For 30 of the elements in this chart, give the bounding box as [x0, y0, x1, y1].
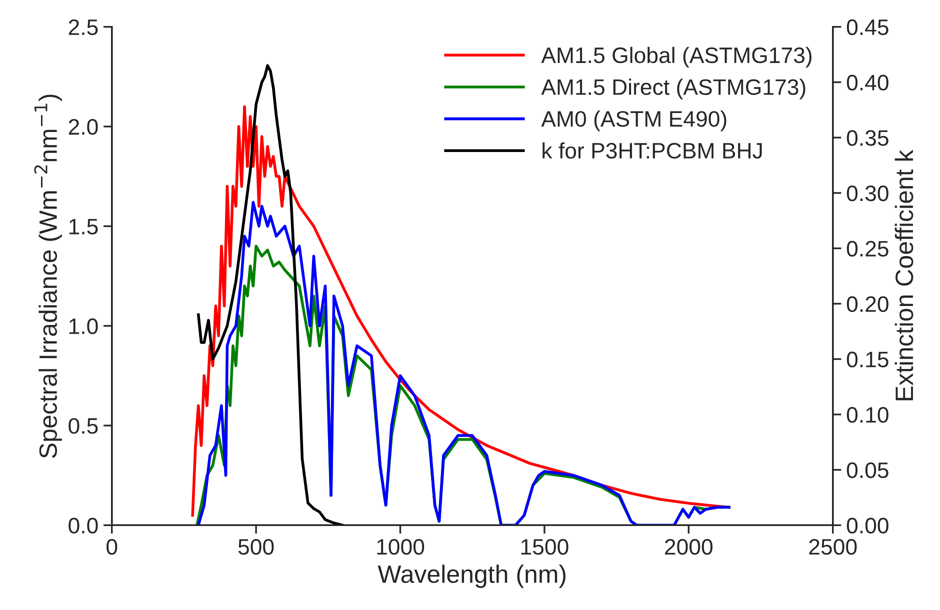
y-tick-label: 0.5	[68, 418, 98, 434]
x-tick-label: 2500	[809, 538, 857, 555]
y2-tick-label: 0.40	[846, 74, 888, 90]
y-tick-label: 1.5	[69, 218, 98, 234]
y-tick-label: 2.5	[68, 19, 98, 36]
y2-tick-label: 0.00	[846, 518, 888, 534]
y2-tick-label: 0.35	[846, 130, 888, 146]
x-tick-label: 500	[238, 538, 274, 555]
x-tick-label: 2000	[665, 538, 712, 555]
y2-tick-label: 0.30	[846, 186, 888, 202]
y2-tick-label: 0.10	[846, 406, 888, 423]
y2-axis-title: Extinction Coefficient k	[894, 150, 914, 400]
y-axis-title: Spectral Irradiance (Wm$^{−2}$nm$^{−1}$)	[34, 94, 62, 458]
y2-tick-label: 0.20	[846, 296, 888, 312]
y-tick-label: 0.0	[68, 518, 98, 534]
y-tick-label: 2.0	[68, 119, 98, 135]
y2-tick-label: 0.45	[846, 19, 888, 36]
x-tick-label: 0	[106, 538, 118, 555]
legend-label: AM0 (ASTM E490)	[541, 110, 726, 132]
x-axis-title: Wavelength (nm)	[378, 564, 566, 588]
line-series	[196, 64, 344, 526]
x-tick-label: 1500	[521, 538, 568, 555]
y-tick-label: 1.0	[69, 318, 98, 334]
legend-label: AM1.5 Direct (ASTMG173)	[541, 78, 806, 100]
legend-label: AM1.5 Global (ASTMG173)	[541, 46, 812, 68]
x-tick-label: 1000	[377, 538, 424, 555]
legend-label: k for P3HT:PCBM BHJ	[542, 142, 762, 159]
y2-tick-label: 0.25	[846, 240, 888, 257]
y2-tick-label: 0.05	[846, 462, 888, 478]
y2-tick-label: 0.15	[846, 352, 888, 368]
